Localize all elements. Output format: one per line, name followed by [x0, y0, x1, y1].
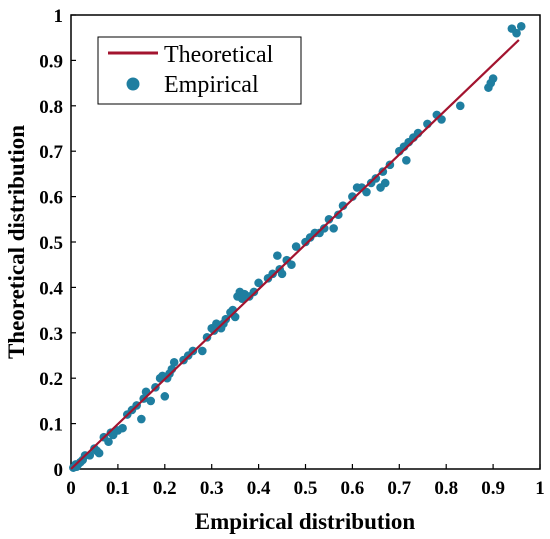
empirical-point	[334, 210, 343, 220]
empirical-point	[277, 269, 287, 279]
y-tick-label: 0.2	[39, 369, 63, 390]
y-tick-label: 0.1	[39, 415, 63, 436]
x-tick-label: 0.8	[434, 478, 458, 499]
x-tick-label: 0.1	[106, 478, 130, 499]
legend: Theoretical Empirical	[97, 36, 302, 105]
empirical-point	[169, 358, 179, 367]
y-tick-label: 0.6	[39, 188, 63, 209]
x-tick-label: 0.3	[200, 478, 224, 499]
x-tick-label: 0.5	[294, 478, 318, 499]
legend-label-empirical: Empirical	[164, 72, 259, 98]
series-layer	[69, 22, 526, 472]
x-tick-label: 0.6	[341, 478, 365, 499]
y-axis-ticks: 0 0.1 0.2 0.3 0.4 0.5 0.6 0.7 0.8 0.9 1	[39, 6, 76, 481]
empirical-point	[254, 278, 263, 288]
empirical-point	[198, 346, 207, 356]
empirical-point	[273, 251, 282, 260]
empirical-point	[287, 260, 296, 270]
x-tick-label: 0.2	[153, 478, 177, 499]
y-tick-label: 0.3	[39, 324, 63, 345]
empirical-point	[160, 392, 170, 401]
y-tick-label: 1	[54, 6, 64, 27]
empirical-point	[94, 448, 104, 458]
y-tick-label: 0.4	[39, 278, 63, 299]
empirical-point	[268, 269, 277, 279]
x-axis-ticks: 0 0.1 0.2 0.3 0.4 0.5 0.6 0.7 0.8 0.9 1	[66, 464, 545, 499]
y-axis-title: Theoretical distribution	[4, 125, 29, 359]
x-axis-title: Empirical distribution	[195, 509, 416, 534]
x-tick-label: 0.9	[481, 478, 505, 499]
legend-box	[97, 36, 302, 105]
empirical-point	[249, 287, 259, 297]
empirical-point	[362, 187, 371, 197]
x-tick-label: 0	[66, 478, 76, 499]
empirical-point	[118, 423, 127, 433]
empirical-point	[324, 215, 334, 224]
empirical-point	[329, 224, 338, 233]
empirical-point	[488, 74, 498, 83]
empirical-point	[380, 178, 390, 188]
legend-label-theoretical: Theoretical	[164, 42, 274, 68]
theoretical-line	[70, 39, 520, 470]
empirical-point	[516, 22, 526, 31]
empirical-point	[146, 396, 156, 406]
y-tick-label: 0.8	[39, 97, 63, 118]
empirical-point	[291, 242, 301, 251]
y-tick-label: 0.7	[39, 142, 63, 163]
x-tick-label: 0.4	[247, 478, 271, 499]
empirical-point	[104, 437, 113, 447]
empirical-point	[455, 101, 465, 111]
empirical-point	[402, 155, 411, 165]
y-tick-label: 0.5	[39, 233, 63, 254]
empirical-point	[137, 414, 146, 424]
empirical-point	[512, 28, 521, 38]
y-tick-label: 0.9	[39, 51, 63, 72]
empirical-point	[319, 224, 329, 233]
x-tick-label: 1	[535, 478, 545, 499]
legend-marker-swatch	[126, 77, 140, 91]
y-tick-label: 0	[54, 460, 64, 481]
x-tick-label: 0.7	[387, 478, 411, 499]
